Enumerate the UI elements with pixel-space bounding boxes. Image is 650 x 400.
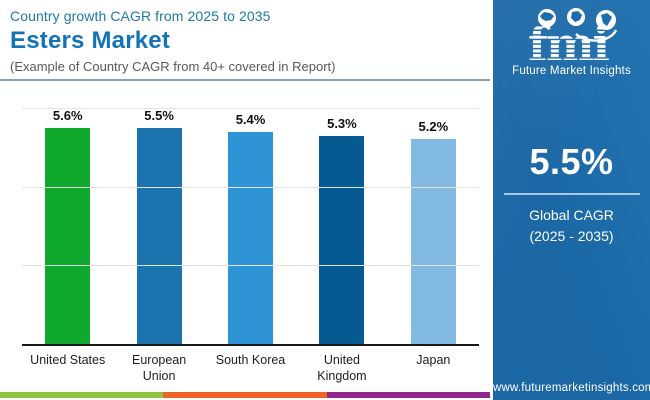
gridline-6 <box>22 108 479 109</box>
bar-united-kingdom <box>319 135 365 344</box>
x-axis-label-united-kingdom: United Kingdom <box>317 353 367 384</box>
gridline-2 <box>22 265 479 267</box>
chart-kicker: Country growth CAGR from 2025 to 2035 <box>10 8 271 24</box>
global-cagr-label-line1: Global CAGR <box>529 207 614 223</box>
x-axis-label-european-union: European Union <box>132 353 187 384</box>
gridline-4 <box>22 186 479 188</box>
logo-globe-europe-icon <box>566 8 585 26</box>
bar-japan <box>410 139 456 344</box>
footer-strip-segment-2 <box>163 392 327 398</box>
logo-globe-americas-icon <box>595 10 616 30</box>
website-url: www.futuremarketinsights.com <box>493 382 650 394</box>
global-cagr-label-line2: (2025 - 2035) <box>529 228 614 244</box>
footer-color-strip <box>0 392 490 398</box>
x-axis-labels: United States European Union South Korea Un… <box>22 352 479 385</box>
x-axis-label-japan: Japan <box>416 353 451 367</box>
global-cagr-label: Global CAGR (2025 - 2035) <box>493 205 650 247</box>
page-title: Esters Market <box>10 27 171 54</box>
header-divider <box>0 79 490 81</box>
logo-swoosh <box>574 29 617 42</box>
fmi-logo-icon: fmi <box>528 8 617 64</box>
fmi-logo: fmi Future Market Insights <box>493 8 650 77</box>
bar-united-states <box>45 128 91 344</box>
bar-slot-south-korea: 5.4% <box>205 108 296 344</box>
bar-value-label-south-korea: 5.4% <box>235 111 266 127</box>
bar-slot-united-kingdom: 5.3% <box>296 108 387 344</box>
bar-value-label-united-states: 5.6% <box>52 108 83 123</box>
bar-value-label-japan: 5.2% <box>418 119 449 135</box>
chart-panel: Country growth CAGR from 2025 to 2035 Es… <box>0 8 490 398</box>
brand-sidebar: fmi Future Market Insights 5.5% <box>493 0 650 400</box>
bar-slot-japan: 5.2% <box>388 108 479 344</box>
bar-slot-united-states: 5.6% <box>22 108 113 344</box>
bars-row: 5.6% 5.5% 5.4% 5.3% 5.2% <box>22 108 479 344</box>
logo-globe-north-america-icon <box>537 9 556 27</box>
chart-header: Country growth CAGR from 2025 to 2035 Es… <box>10 8 480 74</box>
x-axis-label-united-states: United States <box>30 353 106 367</box>
plot-area: 5.6% 5.5% 5.4% 5.3% 5.2% <box>22 108 479 346</box>
footer-strip-segment-1 <box>0 392 164 398</box>
bar-value-label-united-kingdom: 5.3% <box>327 115 357 131</box>
bar-slot-european-union: 5.5% <box>113 108 204 344</box>
chart-subtitle-note: (Example of Country CAGR from 40+ covere… <box>10 59 336 74</box>
bar-european-union <box>136 128 182 344</box>
bar-south-korea <box>228 131 274 344</box>
logo-tagline: Future Market Insights <box>512 65 631 77</box>
global-cagr-value: 5.5% <box>529 141 614 182</box>
bar-value-label-european-union: 5.5% <box>144 108 174 123</box>
stat-divider <box>503 193 640 195</box>
x-axis-label-south-korea: South Korea <box>215 353 286 367</box>
footer-strip-segment-3 <box>326 392 490 398</box>
